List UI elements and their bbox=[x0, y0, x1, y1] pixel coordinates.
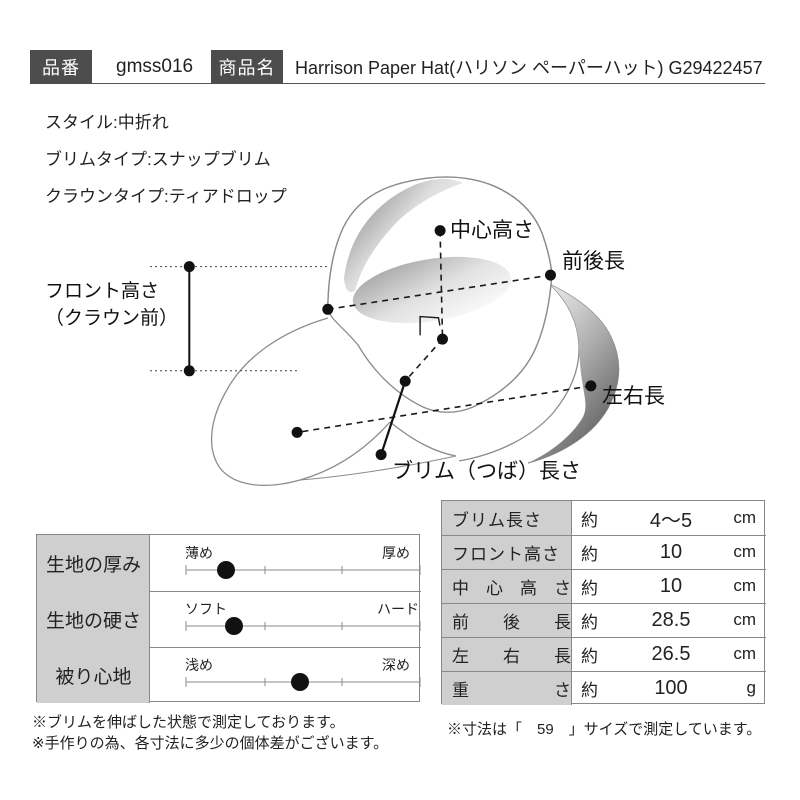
svg-text:ブリム（つば）長さ: ブリム（つば）長さ bbox=[392, 460, 581, 483]
svg-text:前後長: 前後長 bbox=[562, 250, 625, 273]
svg-text:左右長: 左右長 bbox=[602, 385, 665, 408]
svg-text:中心高さ: 中心高さ bbox=[450, 219, 534, 242]
